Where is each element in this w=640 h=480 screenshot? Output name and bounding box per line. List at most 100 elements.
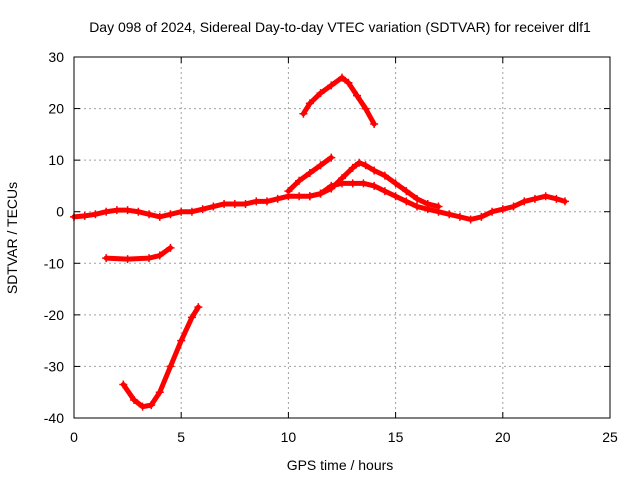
data-point <box>241 199 250 208</box>
data-point <box>344 78 353 87</box>
data-point <box>380 171 389 180</box>
data-point <box>423 199 432 208</box>
data-point <box>138 402 147 411</box>
data-point <box>252 197 261 206</box>
data-point <box>353 91 362 100</box>
y-tick-label: 30 <box>48 49 64 65</box>
data-point <box>147 401 156 410</box>
data-point <box>402 187 411 196</box>
data-point <box>498 205 507 214</box>
data-point <box>380 187 389 196</box>
y-tick-label: 0 <box>56 204 64 220</box>
grid <box>74 57 610 418</box>
series-arc-2 <box>102 243 175 264</box>
data-point <box>123 206 132 215</box>
data-point <box>359 179 368 188</box>
axes: 0 5 10 15 20 25 -40 -30 -20 -10 0 10 20 30 <box>44 49 618 445</box>
data-point <box>560 197 569 206</box>
data-point <box>348 179 357 188</box>
data-point <box>295 192 304 201</box>
data-point <box>477 212 486 221</box>
x-tick-label: 0 <box>70 429 78 445</box>
data-point <box>166 210 175 219</box>
data-point <box>305 99 314 108</box>
data-point <box>305 192 314 201</box>
chart-title: Day 098 of 2024, Sidereal Day-to-day VTE… <box>89 19 591 35</box>
data-point <box>338 73 346 82</box>
data-point <box>273 194 282 203</box>
data-point <box>552 194 561 203</box>
y-tick-label: -20 <box>44 307 64 323</box>
data-point <box>370 120 379 129</box>
data-point <box>194 303 203 312</box>
data-point <box>220 199 229 208</box>
data-point <box>284 187 293 196</box>
data-point <box>355 158 364 167</box>
data-point <box>361 161 370 170</box>
x-tick-label: 25 <box>602 429 618 445</box>
data-point <box>327 184 336 193</box>
data-point <box>198 205 207 214</box>
data-point <box>391 192 400 201</box>
data-point <box>209 202 218 211</box>
series-arc-3 <box>119 303 203 411</box>
data-point <box>177 207 186 216</box>
y-tick-label: 10 <box>48 152 64 168</box>
data-point <box>155 212 164 221</box>
data-point <box>134 207 143 216</box>
data-point <box>187 207 196 216</box>
data-point <box>327 81 336 90</box>
data-point <box>509 202 518 211</box>
plot-frame <box>73 56 611 419</box>
data-point <box>530 194 539 203</box>
data-point <box>361 104 370 113</box>
data-point <box>145 210 154 219</box>
data-point <box>488 207 497 216</box>
series-arc-6 <box>305 158 443 211</box>
data-point <box>316 89 325 98</box>
data-point <box>445 210 454 219</box>
y-axis-label: SDTVAR / TECUs <box>4 182 20 294</box>
data-point <box>102 207 111 216</box>
data-point <box>327 153 336 162</box>
data-point <box>155 251 164 260</box>
y-tick-label: -40 <box>44 410 64 426</box>
data-point <box>262 197 271 206</box>
plot-area <box>70 73 569 411</box>
data-point <box>166 243 175 252</box>
series-line <box>307 160 441 210</box>
data-point <box>466 215 475 224</box>
data-point <box>80 211 89 220</box>
data-point <box>230 199 239 208</box>
data-point <box>166 362 175 371</box>
series-arc-1 <box>70 179 569 224</box>
y-tick-label: 20 <box>48 101 64 117</box>
data-point <box>434 202 443 211</box>
data-point <box>413 202 422 211</box>
x-tick-label: 10 <box>281 429 297 445</box>
data-point <box>413 194 422 203</box>
data-point <box>520 197 529 206</box>
data-point <box>102 254 111 263</box>
data-point <box>123 255 132 264</box>
series-line <box>300 75 377 127</box>
data-point <box>295 176 304 185</box>
data-point <box>541 192 550 201</box>
data-point <box>305 169 314 178</box>
x-tick-label: 15 <box>388 429 404 445</box>
data-point <box>187 313 196 322</box>
y-tick-label: -30 <box>44 358 64 374</box>
data-point <box>455 212 464 221</box>
data-point <box>391 179 400 188</box>
data-point <box>145 254 154 263</box>
data-point <box>370 181 379 190</box>
series-line <box>103 245 173 262</box>
data-point <box>402 197 411 206</box>
x-tick-label: 20 <box>495 429 511 445</box>
data-point <box>348 163 357 172</box>
series-arc-4 <box>299 73 379 129</box>
data-point <box>299 109 308 118</box>
data-point <box>316 161 325 170</box>
data-point <box>119 380 128 389</box>
